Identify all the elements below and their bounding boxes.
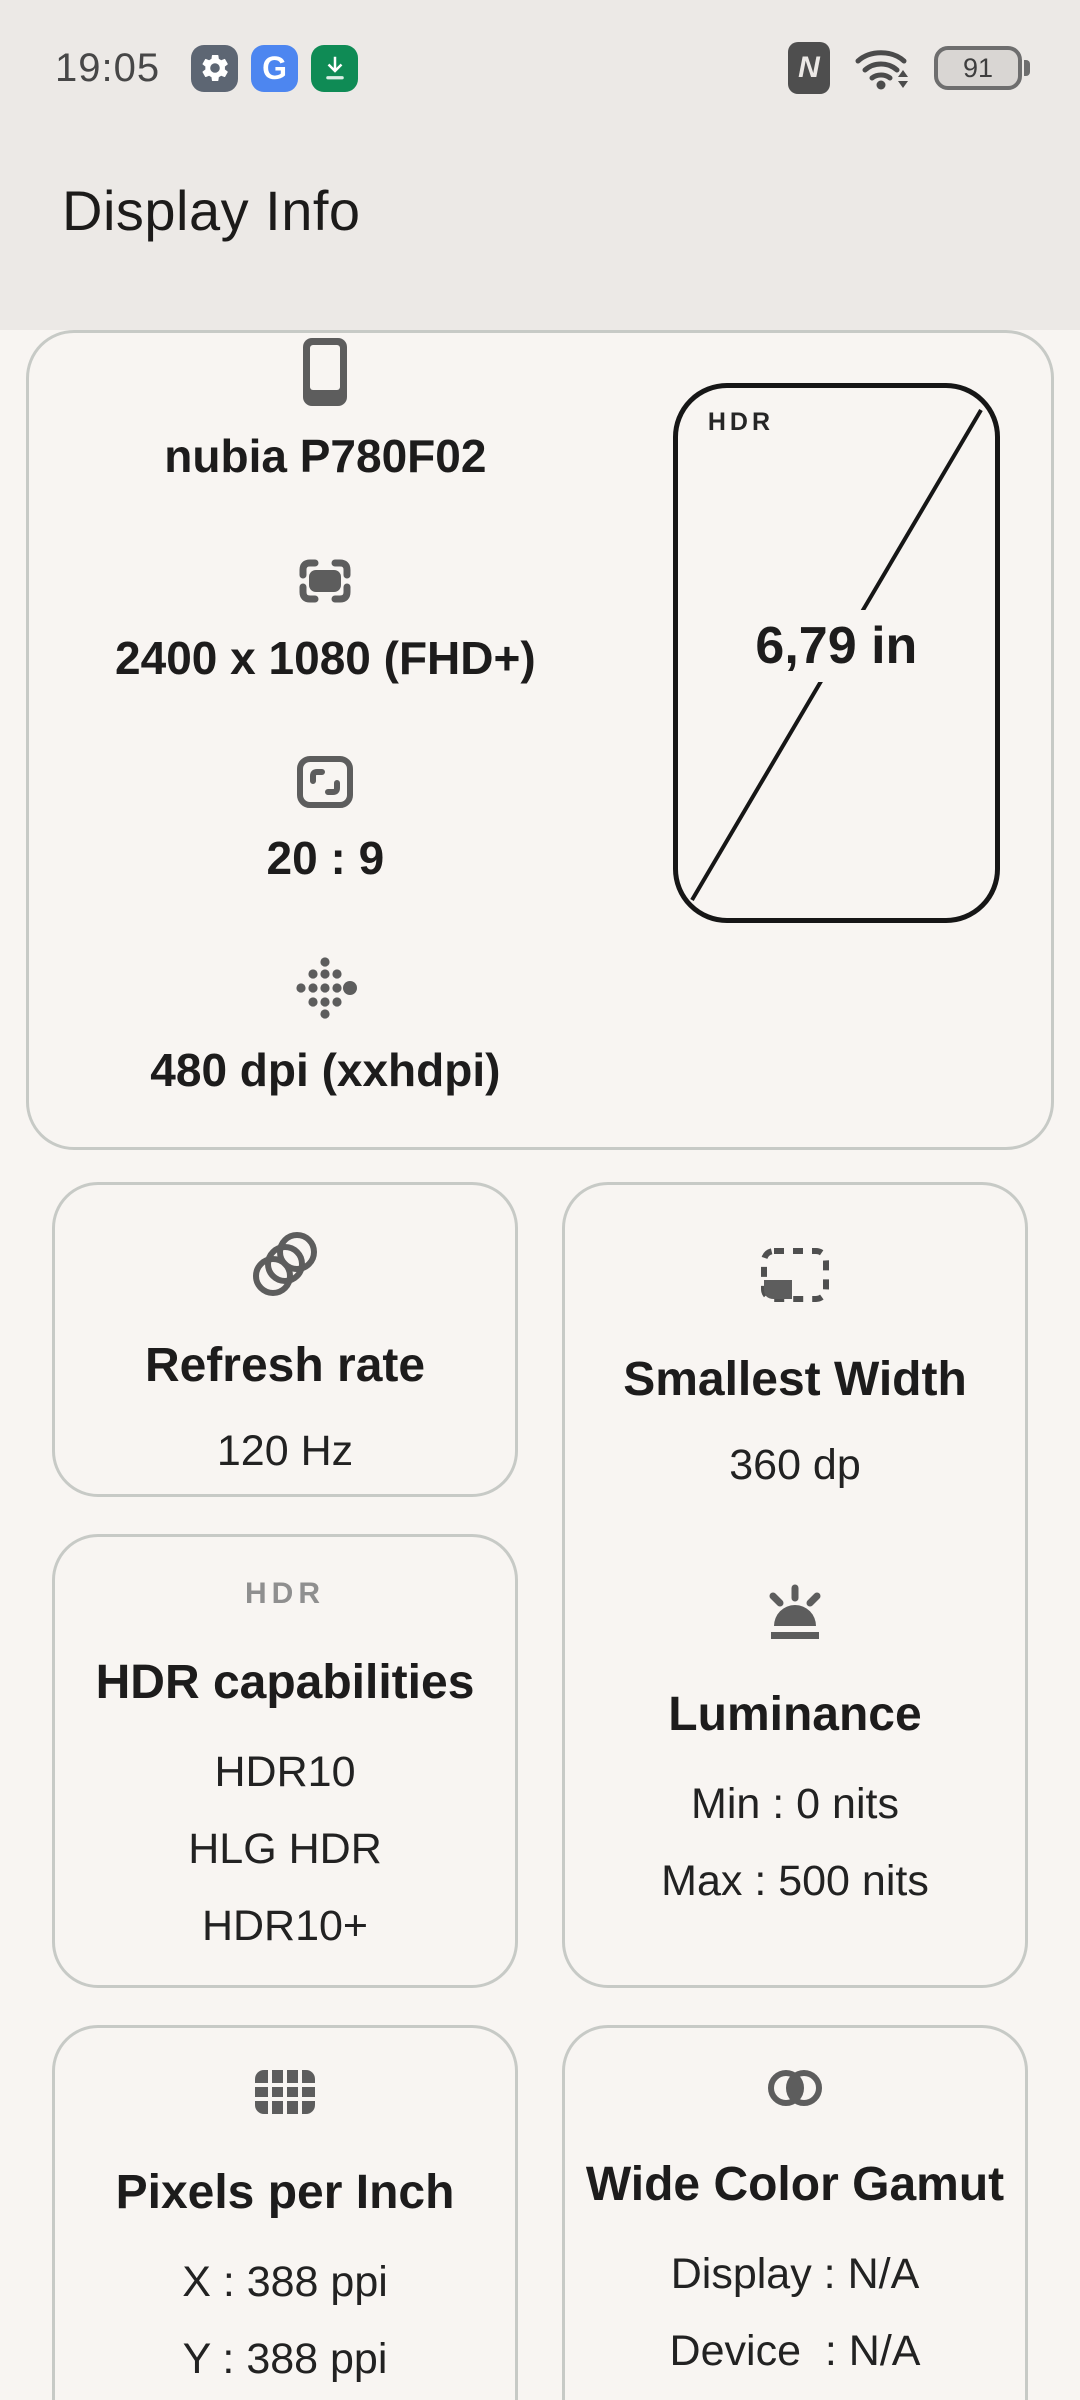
wcg-device-value: Device : N/A xyxy=(669,2327,921,2375)
pixel-grid-icon xyxy=(253,2068,317,2121)
smallest-width-luminance-card: Smallest Width 360 dp xyxy=(562,1182,1028,1988)
brightness-sun-icon xyxy=(758,1580,832,1649)
density-value: 480 dpi (xxhdpi) xyxy=(150,1044,501,1096)
luminance-max: Max : 500 nits xyxy=(661,1857,929,1905)
gear-icon xyxy=(191,44,239,92)
download-icon xyxy=(311,44,359,92)
battery-nub xyxy=(1024,60,1030,76)
status-bar: 19:05 G N xyxy=(0,36,1080,100)
ppi-x-value: X : 388 ppi xyxy=(182,2258,388,2306)
status-right: N 91 xyxy=(766,42,1030,94)
hdr-item-1: HDR10 xyxy=(214,1748,356,1796)
google-icon: G xyxy=(251,44,299,92)
device-name-group: nubia P780F02 xyxy=(164,337,486,483)
nfc-icon: N xyxy=(788,42,830,94)
hdr-capabilities-title: HDR capabilities xyxy=(95,1656,475,1709)
content-scroll-area[interactable]: nubia P780F02 xyxy=(0,330,1080,2400)
app-header: 19:05 G N xyxy=(0,0,1080,330)
luminance-min: Min : 0 nits xyxy=(691,1780,899,1828)
color-gamut-icon xyxy=(762,2068,828,2113)
aspect-ratio-icon xyxy=(296,755,354,809)
hdr-capabilities-card: HDR HDR capabilities HDR10 HLG HDR HDR10… xyxy=(52,1534,518,1988)
clock: 19:05 xyxy=(55,45,161,90)
density-group: 480 dpi (xxhdpi) xyxy=(150,955,500,1097)
device-summary-card: nubia P780F02 xyxy=(26,330,1054,1150)
status-left: 19:05 G xyxy=(55,44,359,92)
info-cards-grid: Refresh rate 120 Hz Smallest Width 360 d… xyxy=(52,1182,1028,2400)
wide-color-gamut-title: Wide Color Gamut xyxy=(585,2158,1005,2211)
wide-color-gamut-card: Wide Color Gamut Display : N/A Device : … xyxy=(562,2025,1028,2400)
diagonal-size-label: 6,79 in xyxy=(741,610,932,682)
dashed-rect-icon xyxy=(760,1247,830,1308)
refresh-rate-card: Refresh rate 120 Hz xyxy=(52,1182,518,1497)
device-specs-column: nubia P780F02 xyxy=(29,333,622,1097)
hdr-text-icon: HDR xyxy=(245,1577,325,1610)
refresh-rate-value: 120 Hz xyxy=(216,1427,354,1475)
screen-size-graphic-column: HDR 6,79 in xyxy=(622,333,1051,923)
battery-percent: 91 xyxy=(962,52,994,83)
aspect-ratio-value: 20 : 9 xyxy=(266,832,385,884)
pixels-per-inch-card: Pixels per Inch X : 388 ppi Y : 388 ppi xyxy=(52,2025,518,2400)
screenshot-frame-icon xyxy=(292,553,358,609)
device-name: nubia P780F02 xyxy=(164,430,487,482)
pixels-per-inch-title: Pixels per Inch xyxy=(115,2166,455,2219)
ppi-y-value: Y : 388 ppi xyxy=(182,2335,388,2383)
smallest-width-value: 360 dp xyxy=(729,1441,861,1489)
hdr-item-3: HDR10+ xyxy=(201,1902,369,1950)
wifi-icon xyxy=(852,44,912,92)
wcg-display-value: Display : N/A xyxy=(670,2250,920,2298)
luminance-title: Luminance xyxy=(668,1688,922,1741)
refresh-rings-icon xyxy=(246,1225,324,1308)
smartphone-icon xyxy=(302,337,348,407)
battery-icon: 91 xyxy=(934,46,1022,90)
page-title: Display Info xyxy=(62,179,361,242)
resolution-value: 2400 x 1080 (FHD+) xyxy=(115,632,536,684)
aspect-ratio-group: 20 : 9 xyxy=(266,755,385,885)
hdr-item-2: HLG HDR xyxy=(188,1825,382,1873)
phone-outline-graphic: HDR 6,79 in xyxy=(672,383,1000,923)
hdr-badge: HDR xyxy=(707,408,775,436)
resolution-group: 2400 x 1080 (FHD+) xyxy=(115,553,536,685)
refresh-rate-title: Refresh rate xyxy=(144,1339,426,1392)
smallest-width-title: Smallest Width xyxy=(623,1353,967,1406)
density-dots-icon xyxy=(292,955,358,1021)
